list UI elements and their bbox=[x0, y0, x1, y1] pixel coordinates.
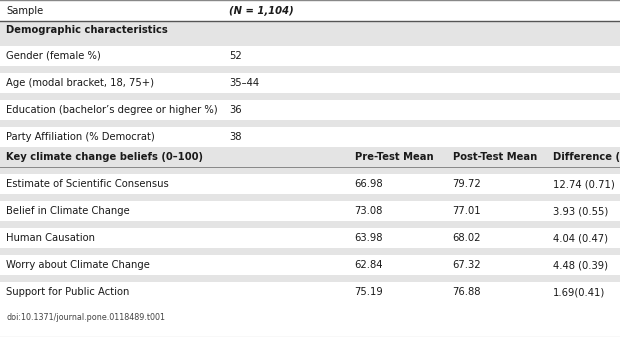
Text: doi:10.1371/journal.pone.0118489.t001: doi:10.1371/journal.pone.0118489.t001 bbox=[6, 313, 165, 322]
Text: 52: 52 bbox=[229, 51, 242, 61]
Text: 73.08: 73.08 bbox=[355, 206, 383, 216]
Bar bbox=[0, 93, 620, 100]
Bar bbox=[0, 275, 620, 282]
Text: Gender (female %): Gender (female %) bbox=[6, 51, 101, 61]
Text: 12.74 (0.71): 12.74 (0.71) bbox=[553, 179, 615, 189]
Bar bbox=[0, 221, 620, 228]
Bar bbox=[0, 228, 620, 248]
Text: 76.88: 76.88 bbox=[453, 287, 481, 297]
Text: Sample: Sample bbox=[6, 5, 43, 16]
Text: (N = 1,104): (N = 1,104) bbox=[229, 5, 294, 16]
Text: 68.02: 68.02 bbox=[453, 233, 481, 243]
Text: 36: 36 bbox=[229, 105, 242, 115]
Bar bbox=[0, 194, 620, 201]
Text: 79.72: 79.72 bbox=[453, 179, 481, 189]
Bar bbox=[0, 201, 620, 221]
Text: 62.84: 62.84 bbox=[355, 260, 383, 270]
Bar bbox=[0, 127, 620, 147]
Text: 67.32: 67.32 bbox=[453, 260, 481, 270]
Text: Difference (S.E.): Difference (S.E.) bbox=[553, 152, 620, 162]
Bar bbox=[0, 73, 620, 93]
Text: Age (modal bracket, 18, 75+): Age (modal bracket, 18, 75+) bbox=[6, 78, 154, 88]
Bar bbox=[0, 120, 620, 127]
Text: 1.69(0.41): 1.69(0.41) bbox=[553, 287, 605, 297]
Bar bbox=[0, 39, 620, 46]
Text: 38: 38 bbox=[229, 132, 242, 142]
Text: Pre-Test Mean: Pre-Test Mean bbox=[355, 152, 433, 162]
Text: 75.19: 75.19 bbox=[355, 287, 383, 297]
Text: Post-Test Mean: Post-Test Mean bbox=[453, 152, 537, 162]
Bar bbox=[0, 100, 620, 120]
Text: Education (bachelor’s degree or higher %): Education (bachelor’s degree or higher %… bbox=[6, 105, 218, 115]
Text: 3.93 (0.55): 3.93 (0.55) bbox=[553, 206, 608, 216]
Text: Estimate of Scientific Consensus: Estimate of Scientific Consensus bbox=[6, 179, 169, 189]
Text: 66.98: 66.98 bbox=[355, 179, 383, 189]
Bar bbox=[0, 174, 620, 194]
Text: Key climate change beliefs (0–100): Key climate change beliefs (0–100) bbox=[6, 152, 203, 162]
Bar bbox=[0, 66, 620, 73]
Text: 4.04 (0.47): 4.04 (0.47) bbox=[553, 233, 608, 243]
Bar bbox=[0, 147, 620, 167]
Bar bbox=[0, 0, 620, 21]
Text: Party Affiliation (% Democrat): Party Affiliation (% Democrat) bbox=[6, 132, 155, 142]
Bar bbox=[0, 21, 620, 39]
Bar bbox=[0, 46, 620, 66]
Text: 35–44: 35–44 bbox=[229, 78, 260, 88]
Text: Human Causation: Human Causation bbox=[6, 233, 95, 243]
Text: Demographic characteristics: Demographic characteristics bbox=[6, 25, 168, 35]
Text: Support for Public Action: Support for Public Action bbox=[6, 287, 130, 297]
Bar bbox=[0, 282, 620, 302]
Text: 63.98: 63.98 bbox=[355, 233, 383, 243]
Bar bbox=[0, 302, 620, 337]
Bar bbox=[0, 255, 620, 275]
Text: Belief in Climate Change: Belief in Climate Change bbox=[6, 206, 130, 216]
Text: Worry about Climate Change: Worry about Climate Change bbox=[6, 260, 150, 270]
Text: 77.01: 77.01 bbox=[453, 206, 481, 216]
Bar bbox=[0, 248, 620, 255]
Text: 4.48 (0.39): 4.48 (0.39) bbox=[553, 260, 608, 270]
Bar bbox=[0, 167, 620, 174]
